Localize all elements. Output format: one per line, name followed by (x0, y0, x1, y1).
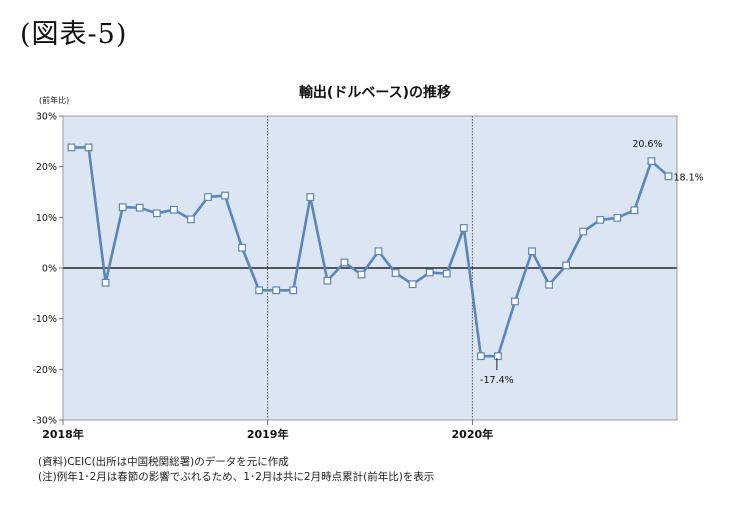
data-point (84, 143, 93, 152)
data-point (204, 193, 212, 201)
y-tick-label: -30% (32, 416, 57, 427)
x-tick-label: 2020年 (452, 427, 494, 441)
x-tick-label: 2019年 (247, 427, 289, 441)
data-point (647, 157, 656, 165)
data-point (511, 297, 519, 306)
data-point (545, 280, 553, 289)
data-point (442, 269, 451, 278)
data-point (596, 215, 605, 224)
y-tick-label: 0% (42, 264, 57, 275)
data-point (391, 269, 400, 277)
figure-label: (図表-5) (20, 19, 128, 50)
data-point (340, 258, 349, 267)
source-note: (資料)CEIC(出所は中国税関総署)のデータを元に作成 (38, 456, 289, 468)
data-point (135, 203, 144, 212)
data-point (323, 276, 332, 285)
y-tick-label: -20% (32, 365, 57, 376)
data-point (306, 193, 315, 201)
y-tick-label: -10% (32, 314, 57, 325)
y-tick-label: 10% (36, 213, 57, 224)
y-tick-label: 30% (36, 112, 57, 123)
export-line-chart: 輸出(ドルベース)の推移 (前年比) -30% -20% -10% 0% 10% 20% 3… (32, 84, 703, 442)
data-point (630, 206, 639, 215)
data-point (562, 261, 571, 270)
annotation-label: 20.6% (632, 139, 662, 150)
chart-title: 輸出(ドルベース)の推移 (299, 84, 451, 101)
data-point (425, 268, 434, 277)
data-point (152, 209, 161, 218)
data-point (613, 213, 622, 222)
data-point (289, 286, 298, 295)
data-point (67, 143, 76, 152)
footnote: (注)例年1･2月は春節の影響でぶれるため、1･2月は共に2月時点累計(前年比)… (38, 471, 435, 483)
data-point (187, 215, 195, 224)
y-axis-label: (前年比) (39, 95, 69, 105)
annotation-label: 18.1% (673, 172, 703, 183)
data-point (476, 352, 485, 361)
data-point (118, 203, 127, 212)
data-point (528, 247, 536, 256)
data-point (664, 172, 673, 181)
data-point (357, 270, 366, 279)
notes: (資料)CEIC(出所は中国税関総署)のデータを元に作成 (注)例年1･2月は春… (38, 455, 434, 485)
data-point (494, 352, 502, 361)
annotation-label: -17.4% (480, 375, 514, 386)
data-point (238, 243, 246, 252)
data-point (272, 286, 281, 295)
data-point (374, 247, 383, 256)
data-point (169, 205, 178, 214)
data-point (255, 286, 264, 295)
plot-area: -30% -20% -10% 0% 10% 20% 30% 2018年 2019年 2020年 -1… (32, 112, 703, 442)
data-point (101, 278, 110, 287)
data-point (579, 227, 588, 236)
data-point (221, 191, 229, 200)
y-tick-label: 20% (36, 162, 57, 173)
x-tick-label: 2018年 (42, 427, 84, 441)
data-point (459, 224, 468, 232)
data-point (408, 280, 417, 289)
